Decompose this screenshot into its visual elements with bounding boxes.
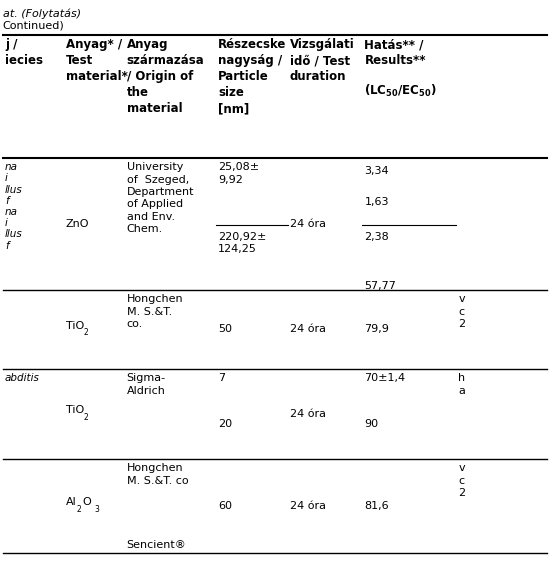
Text: $\mathbf{(LC_{50}/EC_{50})}$: $\mathbf{(LC_{50}/EC_{50})}$: [364, 83, 437, 100]
Text: O: O: [82, 498, 91, 507]
Text: Hongchen
M. S.&T. co: Hongchen M. S.&T. co: [127, 463, 188, 486]
Text: 24 óra: 24 óra: [290, 324, 326, 334]
Text: 79,9: 79,9: [364, 324, 389, 334]
Text: 20: 20: [218, 419, 232, 430]
Text: v
c
2: v c 2: [458, 294, 466, 329]
Text: 25,08±
9,92: 25,08± 9,92: [218, 162, 259, 185]
Text: 70±1,4: 70±1,4: [364, 373, 405, 383]
Text: ZnO: ZnO: [66, 219, 89, 229]
Text: TiO: TiO: [66, 405, 84, 415]
Text: 60: 60: [218, 501, 232, 511]
Text: Hongchen
M. S.&T.
co.: Hongchen M. S.&T. co.: [127, 294, 183, 329]
Text: 24 óra: 24 óra: [290, 409, 326, 419]
Text: h
a: h a: [458, 373, 466, 396]
Text: 2: 2: [77, 505, 82, 513]
Text: abditis: abditis: [5, 373, 40, 383]
Text: j /
iecies: j / iecies: [5, 38, 43, 68]
Text: 3,34: 3,34: [364, 166, 389, 176]
Text: 2,38: 2,38: [364, 232, 389, 242]
Text: Vizsgálati
idő / Test
duration: Vizsgálati idő / Test duration: [290, 38, 354, 83]
Text: University
of  Szeged,
Department
of Applied
and Env.
Chem.: University of Szeged, Department of Appl…: [127, 162, 194, 234]
Text: TiO: TiO: [66, 321, 84, 331]
Text: 90: 90: [364, 419, 379, 430]
Text: na
i
llus
f
na
i
llus
f: na i llus f na i llus f: [5, 162, 23, 251]
Text: 1,63: 1,63: [364, 198, 389, 207]
Text: Sigma-
Aldrich: Sigma- Aldrich: [127, 373, 166, 396]
Text: 7: 7: [218, 373, 225, 383]
Text: Anyag* /
Test
material*: Anyag* / Test material*: [66, 38, 128, 83]
Text: 57,77: 57,77: [364, 282, 397, 292]
Text: Részecske
nagyság /
Particle
size
[nm]: Részecske nagyság / Particle size [nm]: [218, 38, 286, 115]
Text: 81,6: 81,6: [364, 501, 389, 511]
Text: 2: 2: [84, 413, 88, 422]
Text: Anyag
származása
/ Origin of
the
material: Anyag származása / Origin of the materia…: [127, 38, 205, 115]
Text: 3: 3: [94, 505, 99, 513]
Text: 2: 2: [84, 328, 88, 337]
Text: Continued): Continued): [3, 21, 65, 31]
Text: 220,92±
124,25: 220,92± 124,25: [218, 232, 266, 254]
Text: at. (Folytatás): at. (Folytatás): [3, 8, 81, 19]
Text: Sencient®: Sencient®: [127, 540, 186, 550]
Text: Al: Al: [66, 498, 76, 507]
Text: 24 óra: 24 óra: [290, 501, 326, 511]
Text: Hatás** /
Results**: Hatás** / Results**: [364, 38, 426, 68]
Text: 24 óra: 24 óra: [290, 219, 326, 229]
Text: v
c
2: v c 2: [458, 463, 466, 498]
Text: 50: 50: [218, 324, 232, 334]
